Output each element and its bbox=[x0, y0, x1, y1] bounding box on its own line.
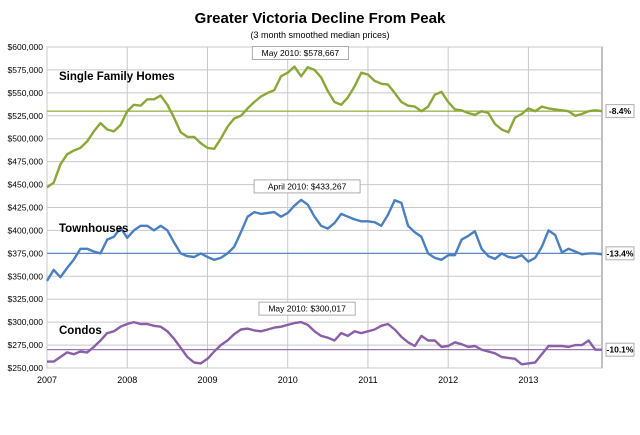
series-label: Townhouses bbox=[59, 223, 128, 235]
peak-annotation: May 2010: $578,667 bbox=[262, 48, 340, 58]
peak-annotation-box bbox=[251, 46, 349, 60]
chart-subtitle: (3 month smoothed median prices) bbox=[250, 30, 390, 40]
y-tick-label: $325,000 bbox=[8, 294, 44, 304]
y-tick-label: $350,000 bbox=[8, 271, 44, 281]
y-tick-label: $450,000 bbox=[8, 180, 44, 190]
x-tick-label: 2011 bbox=[358, 375, 377, 385]
series-line bbox=[47, 320, 602, 366]
x-tick-label: 2007 bbox=[37, 375, 57, 385]
series-line bbox=[45, 198, 603, 282]
y-tick-label: $600,000 bbox=[8, 42, 44, 52]
y-tick-label: $475,000 bbox=[8, 157, 44, 167]
peak-annotation-box bbox=[258, 301, 356, 316]
x-tick-label: 2010 bbox=[278, 375, 298, 385]
decline-label: -10.1% bbox=[607, 345, 634, 355]
y-tick-label: $275,000 bbox=[8, 340, 44, 350]
peak-annotation: April 2010: $433,267 bbox=[268, 181, 347, 191]
decline-label: -13.4% bbox=[607, 248, 634, 258]
y-tick-label: $550,000 bbox=[8, 88, 44, 98]
y-tick-label: $300,000 bbox=[8, 317, 44, 327]
peak-annotation: May 2010: $300,017 bbox=[268, 304, 346, 314]
series-label: Single Family Homes bbox=[59, 71, 175, 83]
y-tick-label: $400,000 bbox=[8, 225, 44, 235]
x-tick-label: 2012 bbox=[438, 375, 458, 385]
x-tick-label: 2008 bbox=[117, 375, 137, 385]
series-label: Condos bbox=[59, 325, 102, 337]
series-line bbox=[46, 65, 603, 189]
decline-label: -8.4% bbox=[609, 106, 632, 116]
peak-annotation-box bbox=[253, 179, 361, 194]
y-tick-label: $375,000 bbox=[8, 248, 44, 258]
decline-label-box bbox=[605, 104, 635, 119]
x-tick-label: 2013 bbox=[518, 375, 538, 385]
y-tick-label: $250,000 bbox=[8, 363, 44, 373]
y-tick-label: $500,000 bbox=[8, 134, 44, 144]
y-tick-label: $575,000 bbox=[8, 65, 44, 75]
x-tick-label: 2009 bbox=[197, 375, 217, 385]
y-tick-label: $425,000 bbox=[8, 203, 44, 213]
decline-label-box bbox=[605, 342, 635, 357]
y-tick-label: $525,000 bbox=[8, 111, 44, 121]
chart-title: Greater Victoria Decline From Peak bbox=[194, 10, 446, 27]
decline-label-box bbox=[605, 246, 635, 261]
